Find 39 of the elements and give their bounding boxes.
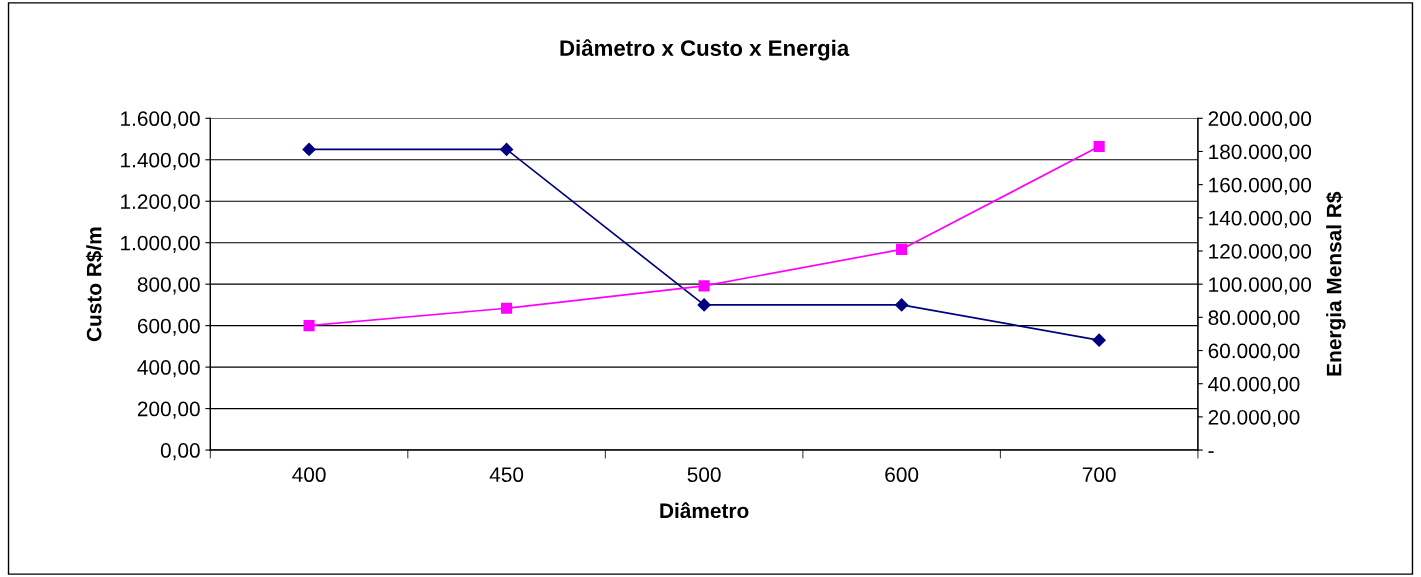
point bbox=[697, 298, 711, 312]
y-tick-label: 1.400,00 bbox=[121, 152, 200, 170]
point bbox=[698, 280, 710, 292]
y-tick-label: 1.600,00 bbox=[121, 111, 200, 129]
y2-tick-label: 180.000,00 bbox=[1209, 144, 1312, 162]
x-tick-label: 450 bbox=[489, 467, 524, 483]
y2-tick-label: - bbox=[1208, 451, 1214, 453]
y2-tick-label: 40.000,00 bbox=[1208, 376, 1300, 394]
point bbox=[895, 298, 909, 312]
point bbox=[501, 302, 513, 314]
point bbox=[302, 142, 316, 156]
y2-tick-label: 100.000,00 bbox=[1209, 277, 1312, 295]
y-axis-title: Custo R$/m bbox=[85, 227, 103, 342]
point bbox=[896, 243, 908, 255]
y2-tick-label: 80.000,00 bbox=[1208, 310, 1300, 328]
y-tick-label: 1.000,00 bbox=[121, 235, 200, 253]
point bbox=[1092, 333, 1106, 347]
chart-title: Diâmetro x Custo x Energia bbox=[560, 39, 850, 61]
y2-tick-label: 200.000,00 bbox=[1208, 111, 1312, 129]
x-tick-label: 400 bbox=[292, 467, 326, 483]
y-tick-label: 0,00 bbox=[160, 443, 200, 461]
y-tick-label: 1.200,00 bbox=[121, 194, 200, 212]
y2-axis-title: Energia Mensal R$ bbox=[1325, 191, 1346, 376]
point bbox=[499, 142, 514, 156]
x-tick-label: 600 bbox=[885, 467, 919, 483]
y2-tick-label: 160.000,00 bbox=[1209, 177, 1312, 195]
y-tick-label: 200,00 bbox=[137, 401, 200, 419]
x-tick-label: 500 bbox=[687, 467, 721, 483]
point bbox=[1093, 140, 1105, 153]
x-axis-title: Diâmetro bbox=[660, 502, 749, 519]
y-tick-label: 400,00 bbox=[137, 360, 200, 378]
x-tick-label: 700 bbox=[1082, 467, 1116, 483]
y2-tick-label: 60.000,00 bbox=[1208, 343, 1300, 361]
y-tick-label: 800,00 bbox=[137, 277, 200, 295]
y-tick-label: 600,00 bbox=[137, 318, 200, 336]
y2-tick-label: 20.000,00 bbox=[1208, 409, 1300, 428]
y2-tick-label: 120.000,00 bbox=[1209, 244, 1312, 262]
y2-tick-label: 140.000,00 bbox=[1209, 210, 1312, 229]
point bbox=[303, 320, 315, 332]
